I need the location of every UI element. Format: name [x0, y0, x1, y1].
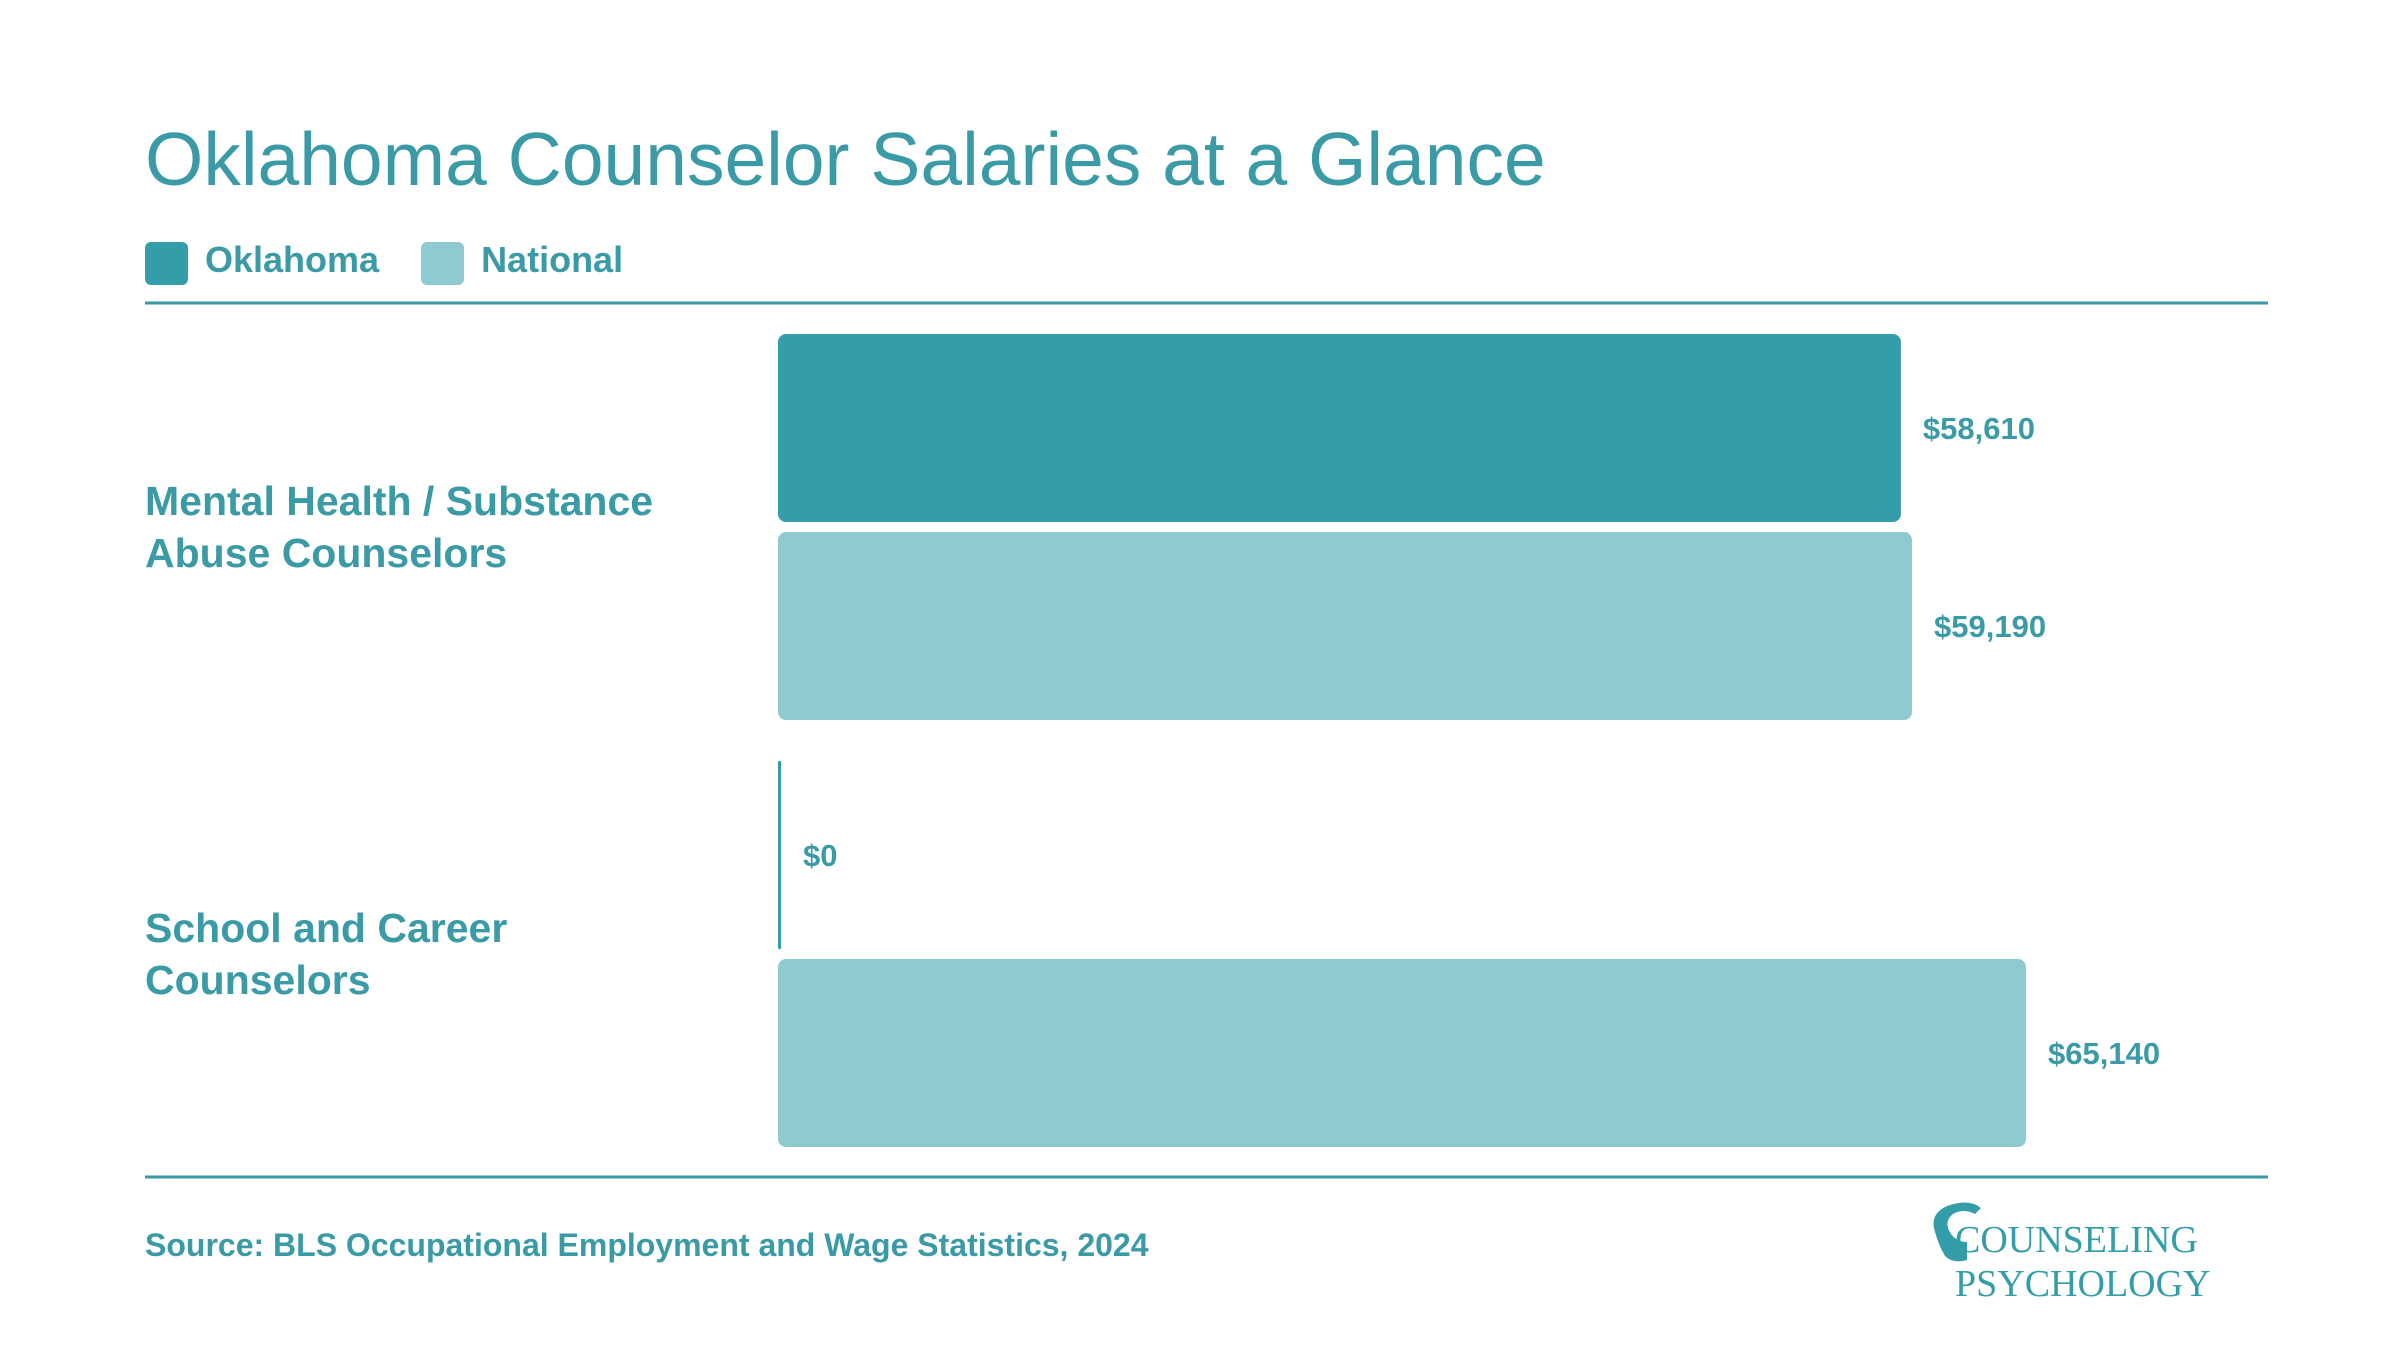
logo-icon [1933, 1202, 1981, 1262]
value-label: $59,190 [1934, 609, 2046, 644]
legend-swatch [421, 242, 465, 285]
legend-label: National [481, 239, 623, 280]
legend-swatch [145, 242, 188, 285]
category-label: Mental Health / Substance Abuse Counselo… [145, 478, 654, 576]
chart-title: Oklahoma Counselor Salaries at a Glance [145, 117, 1546, 201]
bar [778, 334, 1901, 522]
logo: COUNSELING PSYCHOLOGY [1933, 1202, 2210, 1305]
source: Source: BLS Occupational Employment and … [145, 1227, 1149, 1263]
bar [778, 761, 781, 949]
value-label: $0 [803, 838, 837, 873]
bar [778, 532, 1913, 720]
logo-text: PSYCHOLOGY [1955, 1263, 2210, 1305]
value-label: $58,610 [1923, 411, 2035, 446]
logo-text: COUNSELING [1955, 1219, 2198, 1261]
value-label: $65,140 [2048, 1036, 2160, 1071]
legend-label: Oklahoma [205, 239, 380, 280]
bar [778, 959, 2026, 1147]
category-label: School and Career Counselors [145, 905, 508, 1003]
